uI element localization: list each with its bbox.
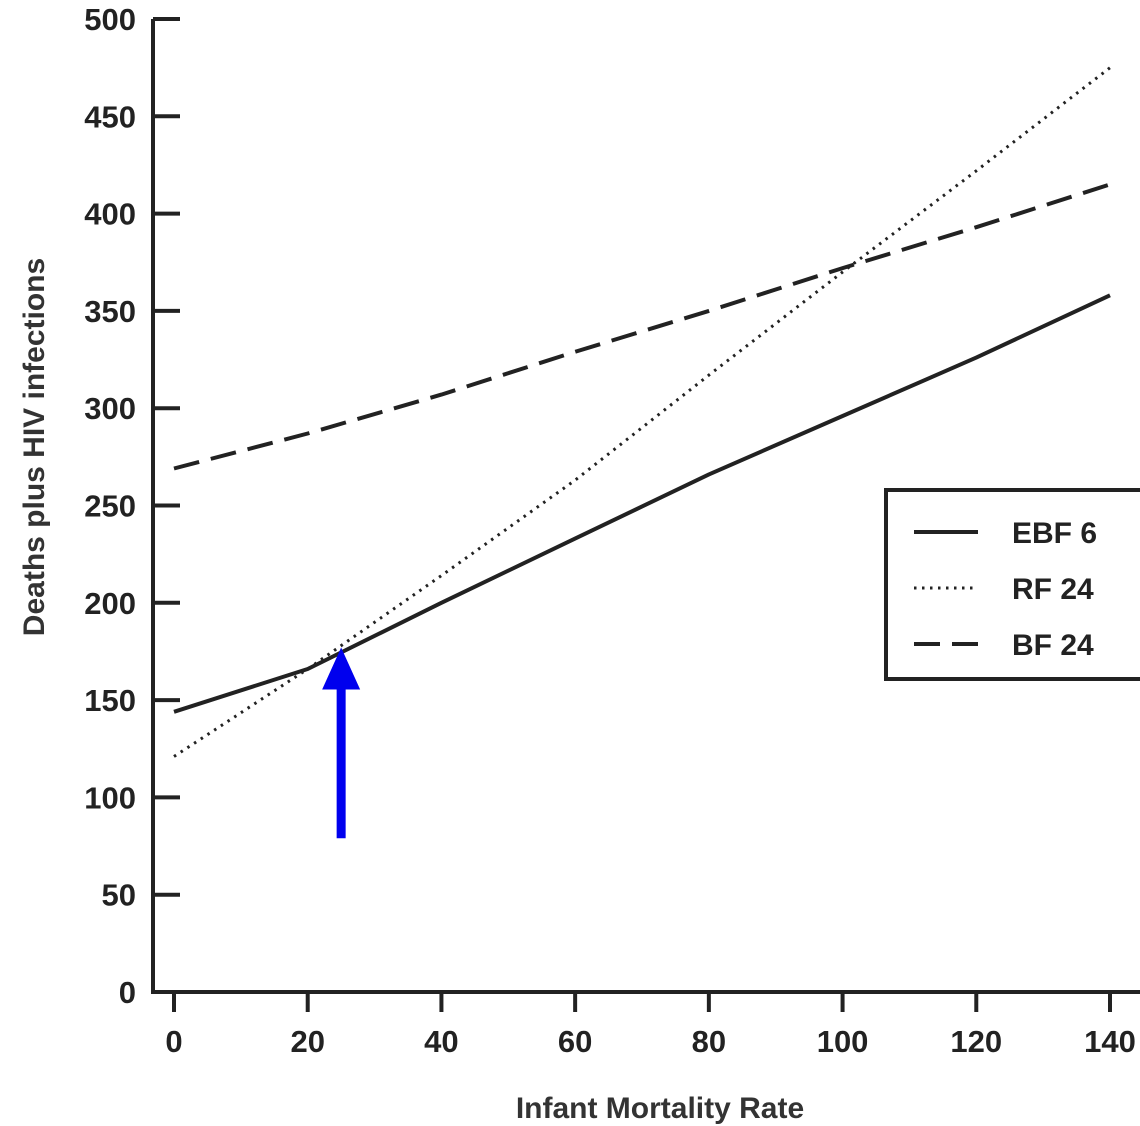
x-tick-label: 120 [950,1024,1002,1059]
legend-label: RF 24 [1012,573,1094,606]
y-tick-label: 300 [84,391,136,426]
annotation-arrow-head [322,647,361,690]
x-tick-label: 80 [692,1024,726,1059]
legend-label: EBF 6 [1012,517,1097,550]
axes: 0 50 100 150 200 250 300 350 400 450 500 0 20 40 60 80 1… [84,2,1140,1059]
y-tick-label: 150 [84,683,136,718]
x-tick-label: 140 [1084,1024,1136,1059]
series-line-bf-24 [173,182,1111,471]
x-tick-label: 0 [165,1024,182,1059]
y-tick-label: 0 [119,975,136,1010]
series-line-ebf-6 [173,293,1111,714]
y-axis-title: Deaths plus HIV infections [18,258,51,636]
y-tick-label: 350 [84,294,136,329]
legend: EBF 6 RF 24 BF 24 [884,488,1140,681]
annotations [322,647,361,839]
y-tick-label: 500 [84,2,136,37]
plot-area [173,66,1111,758]
y-tick-label: 250 [84,489,136,524]
y-tick-label: 400 [84,197,136,232]
x-tick-label: 20 [290,1024,324,1059]
y-tick-label: 200 [84,586,136,621]
y-tick-label: 100 [84,780,136,815]
x-tick-label: 40 [424,1024,458,1059]
y-tick-label: 450 [84,99,136,134]
x-axis-title: Infant Mortality Rate [516,1092,804,1125]
legend-label: BF 24 [1012,629,1094,662]
legend-box [884,488,1140,681]
x-tick-label: 100 [817,1024,869,1059]
y-tick-label: 50 [102,878,136,913]
x-tick-label: 60 [558,1024,592,1059]
